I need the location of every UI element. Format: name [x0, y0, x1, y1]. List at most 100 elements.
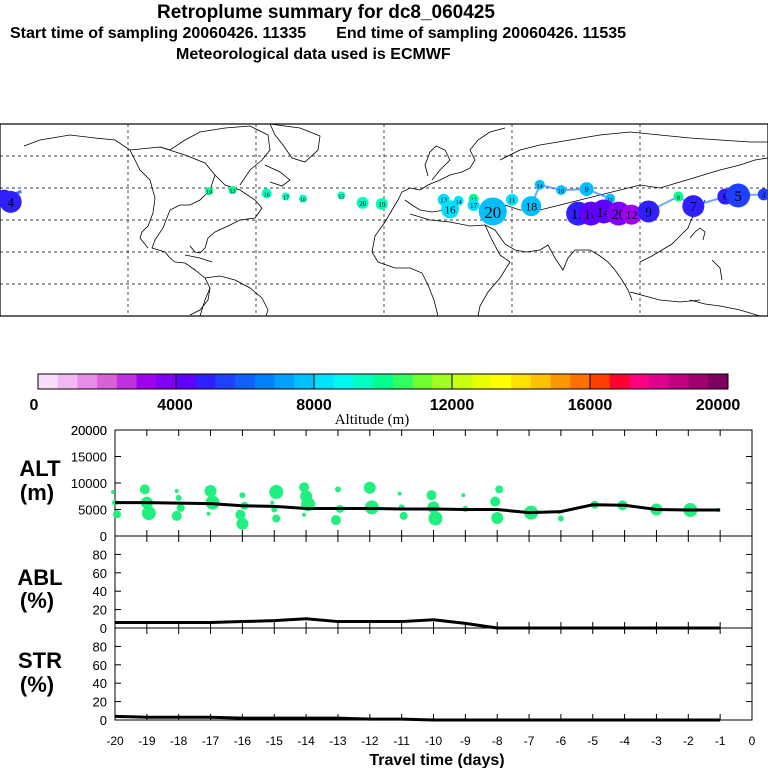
- y-tick-label: 20: [93, 695, 107, 710]
- alt-point: [461, 493, 466, 498]
- alt-point: [491, 511, 504, 524]
- plume-marker: 15: [337, 191, 346, 200]
- alt-point: [397, 491, 402, 496]
- colorbar-cell: [609, 374, 630, 389]
- plume-markers: 4419131617161520191316141217201118141091…: [0, 179, 768, 226]
- colorbar-tick-label: 16000: [568, 397, 613, 414]
- plume-marker-dot: [375, 198, 388, 210]
- plume-marker-dot: [441, 200, 460, 219]
- colorbar-cell: [195, 374, 216, 389]
- plume-marker: 7: [682, 195, 705, 218]
- colorbar-cell: [570, 374, 591, 389]
- str-line: [114, 714, 721, 722]
- colorbar-cell: [97, 374, 118, 389]
- colorbar-cell: [57, 374, 78, 389]
- alt-point: [330, 515, 341, 526]
- colorbar-label: Altitude (m): [335, 412, 410, 428]
- plume-marker-label: 6: [723, 192, 728, 203]
- colorbar-cell: [412, 374, 433, 389]
- y-tick-label: 60: [93, 658, 107, 673]
- colorbar-cell: [215, 374, 236, 389]
- plume-marker-dot: [0, 190, 22, 213]
- plume-marker-label: 4: [7, 195, 14, 210]
- plume-marker-label: 7: [690, 199, 697, 214]
- plume-marker: 11: [506, 193, 518, 206]
- plume-marker: 9: [579, 182, 594, 197]
- colorbar-cell: [452, 374, 473, 389]
- plume-marker: 5: [726, 183, 751, 208]
- plume-marker-label: 9: [645, 204, 652, 219]
- plume-marker: 14: [453, 195, 464, 206]
- colorbar-cell: [373, 374, 394, 389]
- coastlines: [23, 123, 768, 317]
- plume-marker: 12: [621, 204, 642, 225]
- plume-marker-label: 15: [338, 194, 344, 200]
- map-panel: 4419131617161520191316141217201118141091…: [0, 123, 768, 317]
- colorbar-cell: [511, 374, 532, 389]
- alt-point: [495, 485, 504, 494]
- y-tick-label: 80: [93, 639, 107, 654]
- x-tick-label: -20: [106, 734, 124, 748]
- sampling-times: Start time of sampling 20060426. 11335 En…: [0, 25, 768, 43]
- plume-marker-label: 13: [440, 197, 448, 205]
- colorbar-cell: [432, 374, 453, 389]
- panel-label: ABL: [17, 565, 62, 590]
- alt-point: [269, 485, 284, 500]
- x-tick-label: -11: [393, 734, 410, 748]
- alt-point: [235, 509, 246, 520]
- plume-marker-label: 16: [264, 192, 270, 198]
- plume-marker-label: 18: [525, 200, 537, 214]
- x-tick-label: -3: [651, 734, 662, 748]
- x-tick-label: -6: [556, 734, 567, 748]
- alt-point: [428, 511, 443, 526]
- plume-marker-label: 20: [484, 203, 501, 222]
- colorbar-cell: [629, 374, 650, 389]
- colorbar-tick-label: 4000: [157, 397, 193, 414]
- colorbar-cell: [668, 374, 689, 389]
- y-tick-label: 20: [93, 603, 107, 618]
- colorbar-cell: [471, 374, 492, 389]
- plume-marker: 16: [261, 188, 272, 199]
- x-tick-label: -17: [202, 734, 220, 748]
- timeseries-panels: 0500010000150002000020000ALT(m)020406080…: [17, 423, 755, 768]
- alt-point: [113, 510, 121, 519]
- alt-point: [175, 494, 182, 501]
- alt-point: [139, 484, 150, 495]
- colorbar-cell: [353, 374, 374, 389]
- colorbar-cell: [77, 374, 98, 389]
- plume-marker-dot: [506, 193, 518, 206]
- x-tick-label: -10: [425, 734, 443, 748]
- y-tick-label: 40: [93, 676, 107, 691]
- colorbar-tick-label: 0: [30, 397, 39, 414]
- colorbar-cell: [254, 374, 275, 389]
- plume-marker: 20: [478, 197, 507, 226]
- chart-title: Retroplume summary for dc8_060425: [157, 2, 495, 23]
- plume-marker-label: 5: [735, 189, 742, 205]
- colorbar-cell: [550, 374, 571, 389]
- plume-marker: 9: [637, 200, 660, 223]
- y-tick-label: 0: [100, 713, 107, 728]
- alt-point: [236, 517, 249, 530]
- x-tick-label: -18: [170, 734, 188, 748]
- plume-marker-dot: [637, 200, 660, 223]
- colorbar-cell: [156, 374, 177, 389]
- plume-marker-label: 9: [585, 185, 589, 194]
- alt-point: [302, 512, 307, 517]
- colorbar-cell: [136, 374, 157, 389]
- alt-point: [399, 511, 408, 520]
- y-tick-label: 0: [100, 529, 107, 544]
- colorbar-frame: [37, 373, 729, 390]
- x-axis-label: Travel time (days): [369, 752, 504, 768]
- panel-frame: [114, 627, 753, 721]
- x-tick-label: -15: [266, 734, 284, 748]
- plume-marker-label: 10: [558, 189, 564, 195]
- colorbar-cell: [38, 374, 59, 389]
- colorbar-cell: [649, 374, 670, 389]
- map-graticule: [0, 124, 768, 316]
- plume-marker-label: 16: [445, 204, 456, 216]
- plume-marker-dot: [534, 179, 545, 190]
- alt-point: [272, 514, 281, 523]
- plume-marker: 4: [757, 188, 768, 201]
- plume-marker-dot: [337, 191, 346, 200]
